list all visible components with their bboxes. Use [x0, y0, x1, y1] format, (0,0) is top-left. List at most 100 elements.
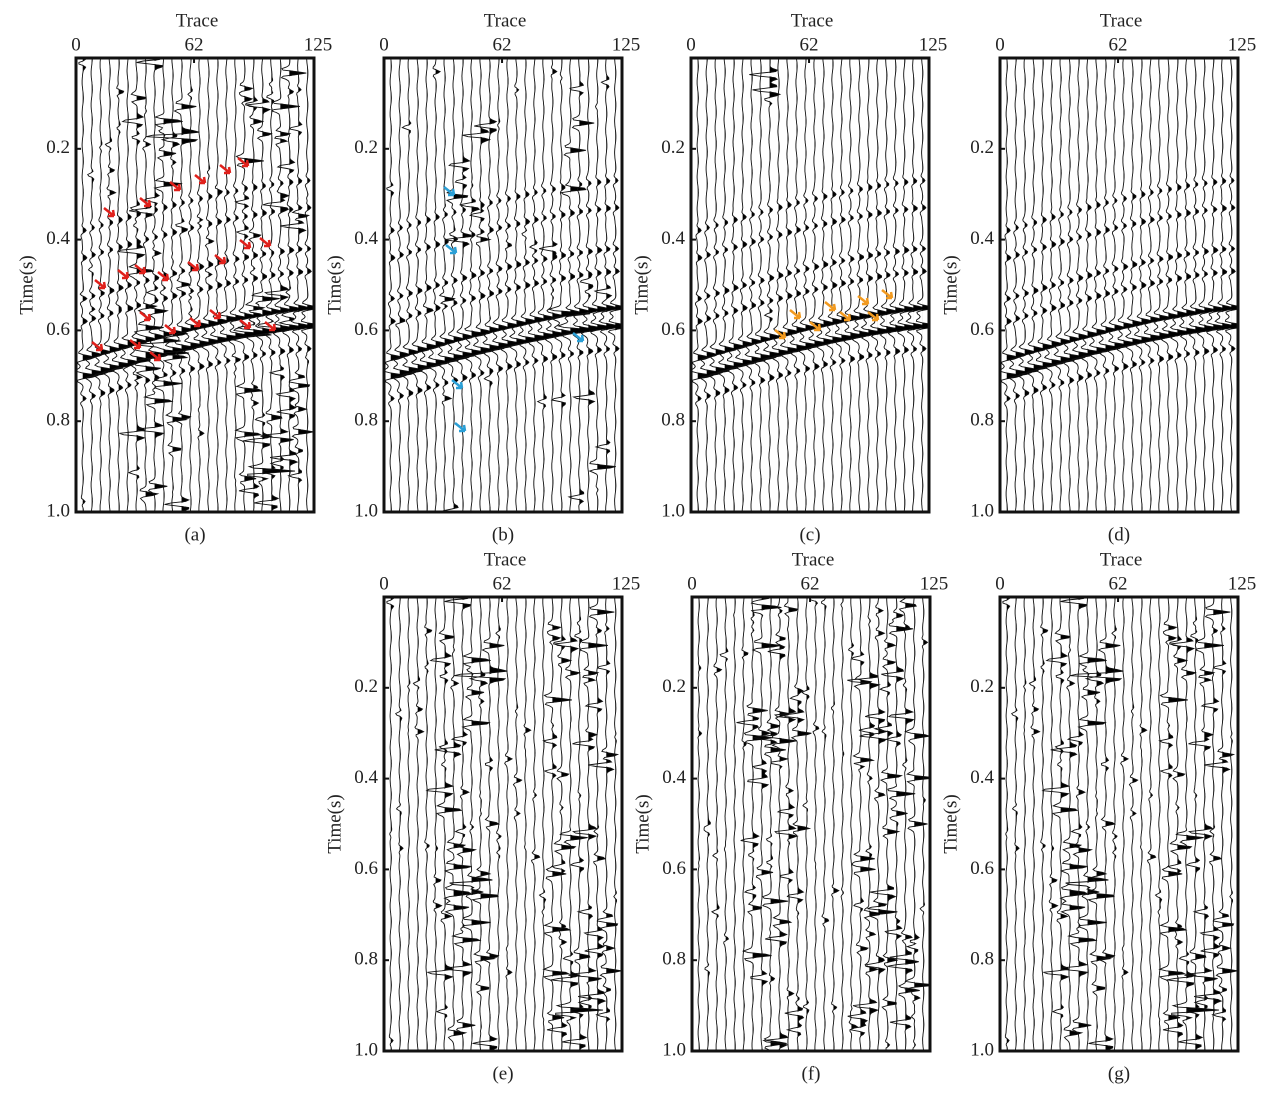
arrow [443, 186, 456, 197]
y-tick-label: 0.8 [354, 949, 378, 970]
trace [607, 58, 622, 512]
trace-fill [127, 58, 140, 512]
x-tick-label: 0 [995, 34, 1005, 55]
plot-frame [689, 56, 931, 514]
trace [1214, 58, 1237, 512]
trace [840, 597, 845, 1051]
x-tick-label: 0 [379, 34, 389, 55]
trace [209, 58, 233, 512]
trace [697, 597, 703, 1051]
arrow [857, 295, 870, 306]
trace [410, 58, 432, 512]
y-tick-label: 0.2 [354, 676, 378, 697]
arrow [774, 329, 787, 340]
trace [536, 58, 559, 512]
trace [129, 58, 167, 512]
y-tick-label: 0.4 [354, 767, 378, 788]
trace-fill [869, 597, 881, 1051]
trace-fill [417, 58, 431, 512]
trace-fill [1123, 58, 1138, 512]
arrow [139, 197, 152, 208]
trace [915, 58, 929, 512]
caption: (d) [1108, 524, 1130, 545]
trace [425, 597, 463, 1051]
trace [1178, 597, 1207, 1051]
trace [869, 58, 891, 512]
trace [1017, 58, 1040, 512]
trace [474, 58, 505, 512]
trace [191, 58, 215, 512]
trace [254, 58, 290, 512]
trace-fill [1096, 58, 1111, 512]
trace [228, 58, 251, 512]
trace [588, 597, 622, 1051]
trace [412, 597, 425, 1051]
trace-fill [1051, 58, 1066, 512]
trace [459, 58, 487, 512]
x-tick-label: 0 [379, 573, 389, 594]
arrow [103, 207, 116, 218]
x-tick-label: 62 [800, 34, 819, 55]
trace [270, 58, 307, 512]
y-axis-title: Time(s) [324, 255, 345, 314]
trace [1133, 58, 1157, 512]
trace [538, 58, 566, 512]
arrow [214, 254, 227, 265]
trace [1196, 58, 1220, 512]
trace-fill [1051, 597, 1058, 1051]
trace [1002, 597, 1011, 1051]
caption: (e) [492, 1063, 513, 1084]
arrow [789, 309, 802, 320]
caption: (a) [184, 524, 205, 545]
x-tick-label: 125 [919, 34, 948, 55]
trace [710, 597, 723, 1051]
trace [770, 58, 793, 512]
arrow [572, 332, 585, 343]
panel: Trace 0 62 125 0.2 0.4 0.6 0.8 1.0 Time(s) (g) [940, 549, 1256, 1084]
y-tick-label: 0.6 [354, 858, 378, 879]
trace [1053, 58, 1075, 512]
trace [726, 58, 749, 512]
trace-fill [507, 58, 522, 512]
trace [699, 58, 724, 512]
trace-fill [824, 597, 829, 1051]
trace [753, 597, 789, 1051]
y-tick-label: 0.6 [661, 319, 685, 340]
trace [734, 58, 759, 512]
trace-fill [1105, 58, 1120, 512]
arrow [881, 289, 894, 300]
trace [1043, 58, 1068, 512]
trace [736, 597, 773, 1051]
trace-fill [588, 58, 603, 512]
trace [1152, 58, 1175, 512]
arrow [824, 301, 837, 312]
trace [562, 597, 591, 1051]
trace [887, 58, 911, 512]
arrow [839, 311, 852, 322]
trace-fill [136, 58, 154, 512]
trace-fill [271, 58, 289, 512]
trace-fill [752, 597, 773, 1051]
trace [747, 597, 782, 1051]
trace [851, 58, 873, 512]
y-tick-label: 0.2 [662, 676, 686, 697]
trace [847, 597, 859, 1051]
trace [1011, 597, 1020, 1051]
trace [1023, 597, 1027, 1051]
trace [1098, 58, 1121, 512]
trace [183, 58, 207, 512]
arrow [164, 324, 177, 335]
trace [444, 597, 482, 1051]
trace-fill [1087, 597, 1109, 1051]
arrow [134, 264, 147, 275]
trace [1041, 597, 1079, 1051]
trace-fill [1177, 58, 1190, 512]
trace-fill [1213, 58, 1228, 512]
trace [401, 58, 424, 512]
trace-fill [832, 58, 847, 512]
panel: Trace 0 62 125 0.2 0.4 0.6 0.8 1.0 Time(s) (f) [632, 549, 948, 1084]
trace-fill [1078, 58, 1093, 512]
trace [691, 58, 714, 512]
trace [491, 58, 515, 512]
trace-fill [1087, 58, 1101, 512]
